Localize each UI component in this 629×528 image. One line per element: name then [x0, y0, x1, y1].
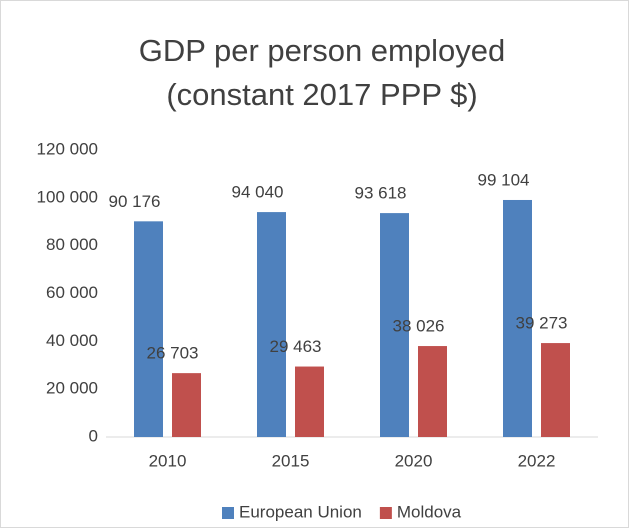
x-tick-label: 2020 — [395, 451, 433, 470]
legend-swatch — [379, 507, 392, 519]
y-tick-label: 80 000 — [46, 235, 98, 254]
x-tick-label: 2022 — [518, 451, 556, 470]
legend-label: European Union — [239, 502, 362, 521]
bar — [257, 212, 286, 437]
bar — [295, 366, 324, 437]
data-label: 26 703 — [147, 344, 199, 363]
legend-swatch — [222, 507, 234, 519]
x-tick-label: 2015 — [272, 451, 310, 470]
data-label: 29 463 — [270, 337, 322, 356]
chart-title: GDP per person employed — [139, 33, 505, 68]
y-tick-label: 100 000 — [37, 187, 98, 206]
bar — [380, 213, 409, 437]
bar — [172, 373, 201, 437]
data-label: 39 273 — [516, 314, 568, 333]
y-tick-label: 120 000 — [37, 139, 98, 158]
bar — [134, 221, 163, 437]
bar — [418, 346, 447, 437]
legend-label: Moldova — [397, 502, 462, 521]
bar — [541, 343, 570, 437]
y-tick-label: 40 000 — [46, 331, 98, 350]
data-label: 90 176 — [109, 192, 161, 211]
y-tick-label: 0 — [89, 426, 98, 445]
data-label: 94 040 — [232, 183, 284, 202]
x-tick-label: 2010 — [149, 451, 187, 470]
bar — [503, 199, 532, 437]
y-tick-label: 60 000 — [46, 283, 98, 302]
y-tick-label: 20 000 — [46, 379, 98, 398]
chart-title: (constant 2017 PPP $) — [166, 77, 477, 112]
data-label: 93 618 — [355, 184, 407, 203]
data-label: 38 026 — [393, 317, 445, 336]
data-label: 99 104 — [478, 170, 530, 189]
